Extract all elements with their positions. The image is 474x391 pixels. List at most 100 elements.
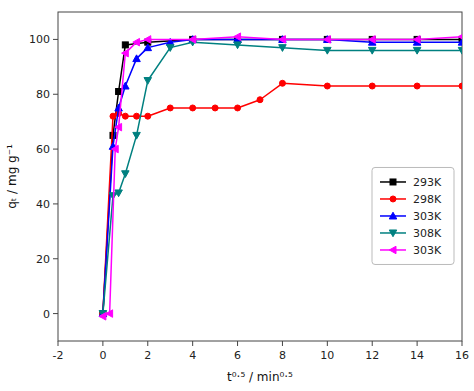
point	[110, 113, 116, 119]
x-tick-label: -2	[53, 349, 64, 362]
point	[99, 313, 106, 321]
series	[100, 36, 462, 316]
y-tick	[53, 203, 58, 204]
legend-box	[372, 167, 454, 264]
x-axis-label: t⁰·⁵ / min⁰·⁵	[227, 370, 293, 384]
legend-label: 303K	[413, 244, 442, 257]
x-tick-label: 2	[144, 349, 151, 362]
point	[235, 105, 241, 111]
point	[167, 105, 173, 111]
x-tick-label: 8	[279, 349, 286, 362]
series	[99, 33, 462, 320]
legend-marker	[389, 212, 397, 219]
plot-frame	[58, 12, 462, 341]
point	[369, 83, 375, 89]
point	[234, 33, 241, 41]
y-tick-label: 100	[29, 33, 50, 46]
point	[324, 36, 331, 44]
point	[115, 190, 123, 197]
point	[279, 36, 286, 44]
point	[111, 145, 118, 153]
legend-label: 308K	[413, 227, 442, 240]
legend-label: 293K	[413, 176, 442, 189]
series-line	[103, 39, 462, 313]
x-tick-label: 0	[99, 349, 106, 362]
point	[189, 36, 196, 44]
x-tick-label: 16	[455, 349, 469, 362]
point	[414, 83, 420, 89]
point	[413, 36, 420, 44]
point	[106, 310, 113, 318]
point	[324, 36, 330, 42]
y-tick-label: 20	[36, 253, 50, 266]
x-tick	[192, 341, 193, 346]
legend-marker	[390, 196, 396, 202]
legend-marker	[389, 230, 397, 237]
y-tick-label: 60	[36, 143, 50, 156]
x-tick	[372, 341, 373, 346]
point	[145, 113, 151, 119]
point	[234, 42, 242, 49]
x-tick	[147, 341, 148, 346]
series	[100, 80, 462, 316]
y-tick-label: 80	[36, 88, 50, 101]
y-tick	[53, 94, 58, 95]
y-tick-label: 0	[43, 308, 50, 321]
series	[99, 36, 462, 317]
series-line	[103, 83, 462, 313]
x-tick	[417, 341, 418, 346]
point	[122, 49, 129, 57]
point	[144, 44, 152, 51]
point	[324, 36, 332, 43]
point	[116, 89, 122, 95]
series	[99, 39, 462, 317]
y-tick	[53, 39, 58, 40]
point	[279, 36, 285, 42]
series-line	[103, 37, 462, 317]
point	[144, 36, 151, 44]
y-axis-label: qₜ / mg g⁻¹	[5, 144, 19, 209]
point	[212, 105, 218, 111]
legend-label: 303K	[413, 210, 442, 223]
point	[166, 45, 174, 52]
point	[144, 78, 152, 85]
x-tick	[327, 341, 328, 346]
legend-marker	[389, 246, 396, 254]
y-tick-label: 40	[36, 198, 50, 211]
point	[458, 38, 462, 45]
y-tick	[53, 258, 58, 259]
x-tick-label: 6	[234, 349, 241, 362]
series-line	[103, 39, 462, 313]
x-tick-label: 10	[320, 349, 334, 362]
point	[257, 97, 263, 103]
point	[279, 45, 287, 52]
legend: 293K 298K 303K 308K 303K	[372, 167, 454, 264]
x-tick	[237, 341, 238, 346]
point	[133, 55, 141, 62]
plot-area	[99, 33, 462, 320]
point	[190, 105, 196, 111]
point	[279, 36, 287, 43]
point	[458, 47, 462, 54]
point	[122, 171, 129, 178]
legend-marker	[390, 179, 396, 185]
x-tick	[58, 341, 59, 346]
point	[324, 83, 330, 89]
chart: -2 0 2 4 6 8 10 12 14 16 0 20 40 60 80 100 t⁰·⁵ / min⁰·⁵…	[0, 0, 474, 391]
x-tick-label: 14	[410, 349, 424, 362]
point	[133, 132, 141, 139]
point	[459, 83, 462, 89]
x-tick	[462, 341, 463, 346]
x-tick-label: 4	[189, 349, 196, 362]
x-tick	[282, 341, 283, 346]
y-tick	[53, 149, 58, 150]
point	[458, 33, 462, 41]
point	[122, 113, 128, 119]
point	[279, 80, 285, 86]
x-tick-label: 12	[365, 349, 379, 362]
point	[115, 123, 122, 130]
point	[368, 47, 376, 54]
legend-label: 298K	[413, 193, 442, 206]
point	[324, 47, 332, 54]
x-tick	[102, 341, 103, 346]
